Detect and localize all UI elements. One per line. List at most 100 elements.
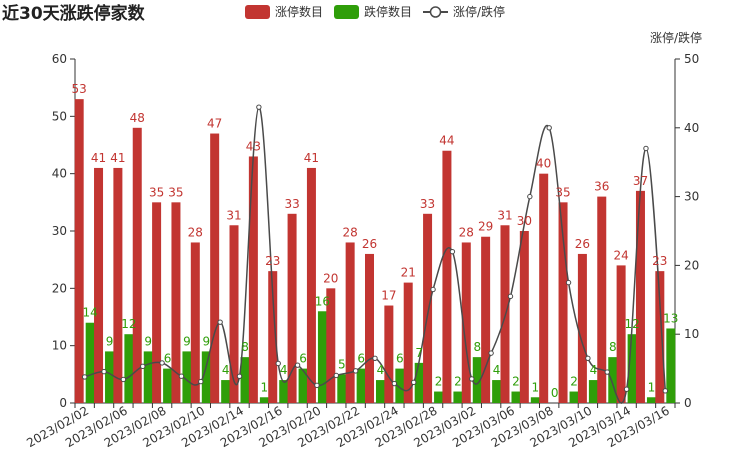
- ratio-point[interactable]: [469, 376, 475, 382]
- ratio-point[interactable]: [140, 363, 146, 370]
- ratio-point[interactable]: [81, 374, 88, 380]
- limit-down-bar[interactable]: [588, 380, 598, 403]
- limit-up-bar[interactable]: [345, 242, 355, 403]
- ratio-point[interactable]: [527, 193, 533, 200]
- limit-up-bar[interactable]: [171, 202, 181, 403]
- limit-down-bar[interactable]: [608, 357, 618, 403]
- limit-up-bar[interactable]: [539, 173, 549, 403]
- limit-up-bar[interactable]: [461, 242, 471, 403]
- ratio-point[interactable]: [507, 293, 514, 300]
- limit-down-bar[interactable]: [646, 397, 656, 403]
- right-tick-label: 10: [684, 327, 699, 341]
- limit-down-bar[interactable]: [201, 351, 211, 403]
- limit-up-bar[interactable]: [519, 231, 529, 403]
- limit-up-bar[interactable]: [423, 213, 433, 403]
- limit-up-bar[interactable]: [403, 282, 413, 403]
- limit-up-bar[interactable]: [442, 150, 452, 403]
- ratio-point[interactable]: [236, 373, 243, 380]
- limit-down-bar[interactable]: [627, 334, 637, 403]
- ratio-point[interactable]: [352, 368, 359, 374]
- limit-up-bar[interactable]: [481, 236, 491, 403]
- limit-up-bar[interactable]: [616, 265, 626, 403]
- limit-up-bar[interactable]: [655, 271, 665, 403]
- ratio-point[interactable]: [372, 355, 378, 361]
- ratio-point[interactable]: [604, 369, 610, 375]
- ratio-point[interactable]: [159, 360, 165, 366]
- ratio-point[interactable]: [643, 145, 649, 152]
- limit-down-bar[interactable]: [182, 351, 192, 403]
- limit-down-bar[interactable]: [298, 368, 308, 403]
- ratio-point[interactable]: [256, 104, 262, 110]
- limit-up-value-label: 29: [478, 220, 493, 234]
- limit-down-bar[interactable]: [124, 334, 134, 403]
- limit-up-bar[interactable]: [210, 133, 220, 404]
- limit-down-bar[interactable]: [85, 322, 95, 403]
- ratio-point[interactable]: [430, 286, 436, 293]
- limit-up-bar[interactable]: [94, 167, 104, 403]
- limit-up-bar[interactable]: [326, 288, 336, 403]
- ratio-point[interactable]: [391, 380, 398, 387]
- ratio-point[interactable]: [623, 386, 630, 392]
- limit-down-bar[interactable]: [240, 357, 250, 403]
- ratio-point[interactable]: [333, 372, 339, 379]
- limit-up-bar[interactable]: [597, 196, 607, 403]
- limit-down-bar[interactable]: [453, 391, 463, 403]
- ratio-point[interactable]: [217, 319, 223, 325]
- limit-down-bar[interactable]: [530, 397, 540, 403]
- limit-down-bar[interactable]: [143, 351, 153, 403]
- limit-up-bar[interactable]: [229, 225, 239, 403]
- left-tick-label: 10: [52, 339, 67, 353]
- limit-down-bar[interactable]: [105, 351, 115, 403]
- limit-down-bar[interactable]: [395, 368, 405, 403]
- limit-up-bar[interactable]: [365, 253, 374, 403]
- limit-down-bar[interactable]: [337, 374, 347, 403]
- limit-up-bar[interactable]: [287, 213, 297, 403]
- ratio-point[interactable]: [294, 362, 301, 368]
- limit-up-bar[interactable]: [74, 99, 84, 403]
- limit-down-bar[interactable]: [414, 362, 424, 403]
- limit-down-bar[interactable]: [434, 391, 444, 403]
- ratio-point[interactable]: [411, 379, 417, 386]
- limit-down-bar[interactable]: [376, 380, 385, 403]
- ratio-point[interactable]: [198, 378, 204, 385]
- ratio-point[interactable]: [565, 279, 572, 286]
- limit-down-bar[interactable]: [356, 368, 366, 403]
- limit-down-bar[interactable]: [569, 391, 579, 403]
- legend-item-ratio[interactable]: 涨停/跌停: [423, 4, 505, 19]
- ratio-point[interactable]: [314, 382, 320, 389]
- limit-up-bar[interactable]: [384, 305, 394, 403]
- limit-up-bar[interactable]: [306, 167, 316, 403]
- ratio-point[interactable]: [546, 125, 552, 131]
- ratio-point[interactable]: [178, 373, 185, 379]
- limit-down-bar[interactable]: [279, 380, 289, 403]
- legend-swatch-limit-up: [245, 5, 270, 19]
- limit-down-bar[interactable]: [221, 380, 231, 403]
- limit-up-bar[interactable]: [268, 271, 278, 403]
- limit-down-bar[interactable]: [492, 380, 502, 403]
- limit-down-bar[interactable]: [317, 311, 327, 403]
- limit-down-bar[interactable]: [259, 397, 269, 403]
- legend-label-ratio: 涨停/跌停: [453, 4, 505, 19]
- limit-up-bar[interactable]: [113, 167, 123, 403]
- limit-up-bar[interactable]: [635, 190, 645, 403]
- ratio-point[interactable]: [120, 376, 127, 383]
- legend-item-limit-down[interactable]: 跌停数目: [334, 4, 412, 19]
- limit-up-bar[interactable]: [577, 253, 587, 403]
- limit-down-bar[interactable]: [472, 357, 482, 403]
- limit-down-value-label: 2: [454, 375, 462, 389]
- ratio-point[interactable]: [449, 248, 456, 255]
- legend-item-limit-up[interactable]: 涨停数目: [245, 4, 323, 19]
- ratio-point[interactable]: [101, 368, 107, 375]
- limit-down-bar[interactable]: [163, 368, 173, 403]
- limit-up-bar[interactable]: [558, 202, 568, 403]
- ratio-point[interactable]: [275, 360, 281, 367]
- ratio-point[interactable]: [585, 355, 591, 361]
- ratio-point[interactable]: [488, 350, 494, 356]
- limit-down-bar[interactable]: [511, 391, 521, 403]
- ratio-point[interactable]: [662, 388, 669, 394]
- limit-up-bar[interactable]: [190, 242, 200, 403]
- limit-up-bar[interactable]: [152, 202, 162, 403]
- limit-up-bar[interactable]: [248, 156, 258, 403]
- limit-up-bar[interactable]: [132, 127, 142, 404]
- limit-down-bar[interactable]: [666, 328, 676, 403]
